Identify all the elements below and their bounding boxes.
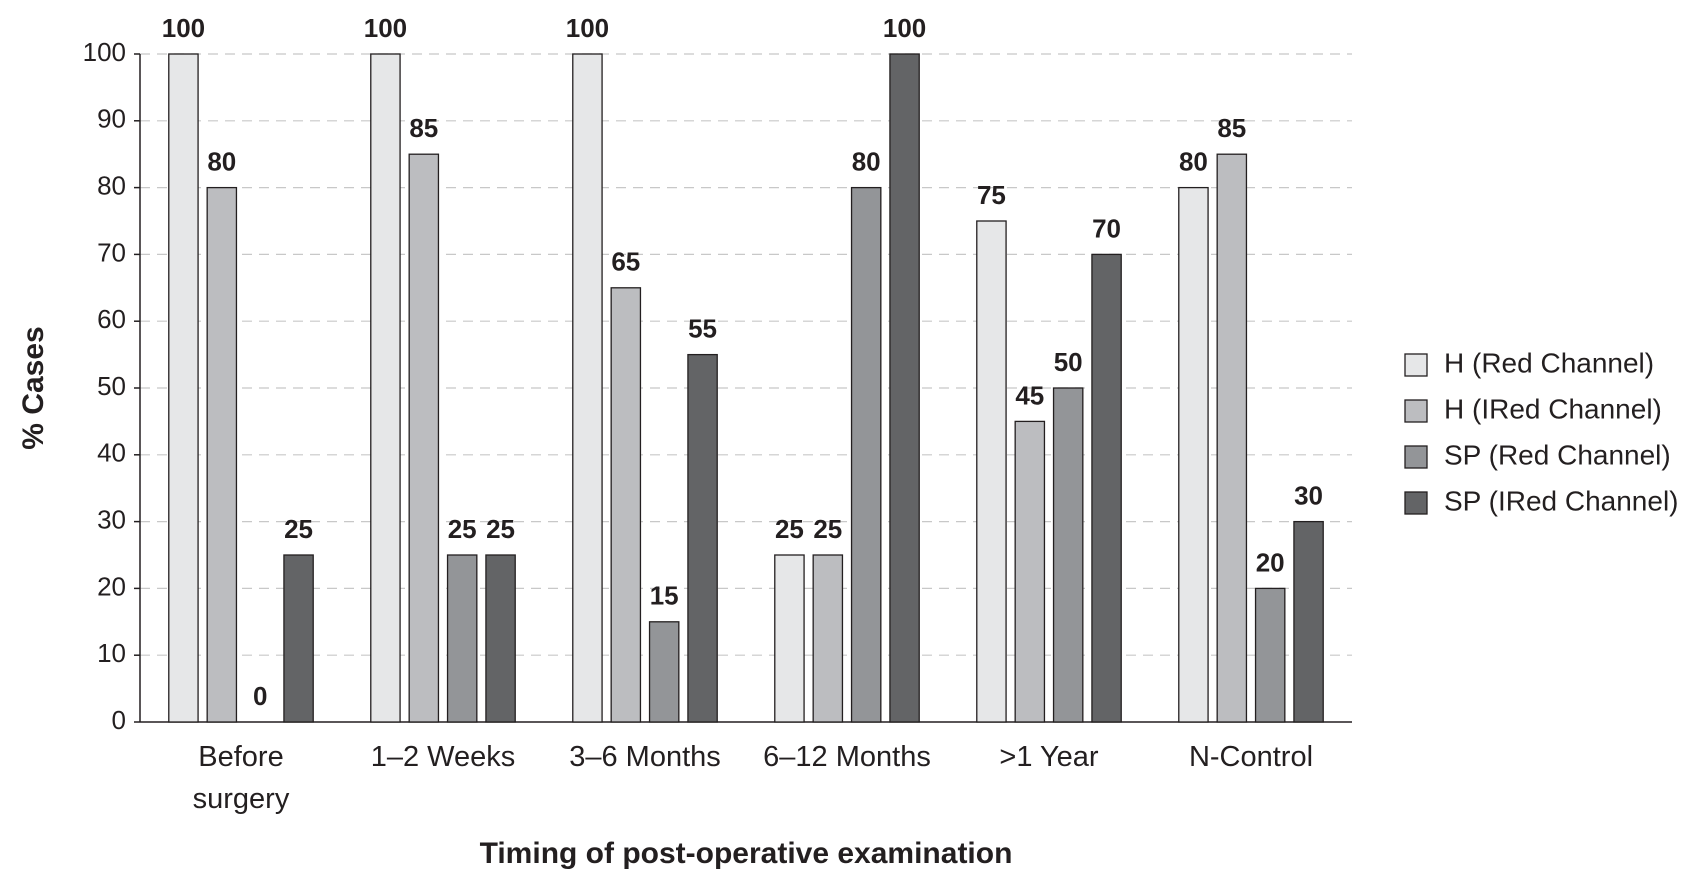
value-label: 80 (852, 146, 881, 176)
value-label: 25 (448, 514, 477, 544)
bar (1091, 253, 1122, 723)
x-tick-label: Before surgery (192, 741, 290, 815)
x-tick-label: N-Control (1188, 741, 1314, 773)
y-tick-label: 0 (112, 705, 126, 735)
value-label: 30 (1294, 480, 1323, 510)
y-tick-label: 70 (97, 237, 126, 267)
bar (1254, 587, 1286, 723)
legend-swatch (1404, 491, 1428, 515)
bar (1293, 520, 1324, 723)
value-label: 100 (883, 13, 926, 43)
value-label: 25 (775, 514, 804, 544)
value-label: 85 (409, 113, 438, 143)
value-label: 100 (162, 13, 205, 43)
y-tick-label: 60 (97, 304, 126, 334)
x-tick-label: 6–12 Months (763, 741, 931, 773)
bar (889, 53, 920, 723)
x-tick-label: 1–2 Weeks (370, 741, 516, 773)
value-label: 25 (284, 514, 313, 544)
y-tick-label: 80 (97, 170, 126, 200)
bar (206, 186, 238, 723)
bar (1216, 153, 1248, 723)
bar (370, 53, 401, 723)
x-axis-title: Timing of post-operative examination (480, 837, 1013, 870)
y-tick-label: 100 (83, 37, 126, 67)
value-label: 25 (486, 514, 515, 544)
bar (446, 554, 478, 723)
y-tick-label: 90 (97, 104, 126, 134)
legend-label: H (IRed Channel) (1444, 393, 1662, 424)
bar (1178, 186, 1209, 723)
y-tick-label: 30 (97, 504, 126, 534)
bar (1052, 387, 1084, 723)
y-tick-label: 20 (97, 571, 126, 601)
bar (976, 220, 1007, 723)
bar (283, 554, 314, 723)
value-label: 65 (611, 247, 640, 277)
bar (774, 554, 805, 723)
bar (408, 153, 440, 723)
legend-label: SP (IRed Channel) (1444, 485, 1679, 516)
value-label: 45 (1015, 380, 1044, 410)
y-axis-title: % Cases (17, 326, 50, 449)
bar (572, 53, 603, 723)
bar (850, 186, 882, 723)
bar (812, 554, 844, 723)
x-tick-label: >1 Year (999, 741, 1099, 773)
legend-label: H (Red Channel) (1444, 347, 1654, 378)
bar (687, 353, 718, 723)
value-label: 100 (566, 13, 609, 43)
bar (610, 287, 642, 723)
legend-swatch (1404, 353, 1428, 377)
y-tick-label: 50 (97, 371, 126, 401)
value-label: 55 (688, 313, 717, 343)
value-label: 85 (1217, 113, 1246, 143)
legend-swatch (1404, 445, 1428, 469)
legend-swatch (1404, 399, 1428, 423)
value-label: 80 (207, 146, 236, 176)
x-tick-label: 3–6 Months (569, 741, 721, 773)
value-label: 25 (813, 514, 842, 544)
value-label: 0 (253, 681, 267, 711)
legend-label: SP (Red Channel) (1444, 439, 1671, 470)
value-label: 70 (1092, 213, 1121, 243)
y-tick-label: 10 (97, 638, 126, 668)
value-label: 80 (1179, 146, 1208, 176)
value-label: 75 (977, 180, 1006, 210)
y-tick-label: 40 (97, 438, 126, 468)
bar (168, 53, 199, 723)
value-label: 20 (1256, 547, 1285, 577)
bar (485, 554, 516, 723)
bar (1014, 420, 1046, 723)
value-label: 50 (1054, 347, 1083, 377)
bar (648, 621, 680, 723)
value-label: 100 (364, 13, 407, 43)
value-label: 15 (650, 581, 679, 611)
